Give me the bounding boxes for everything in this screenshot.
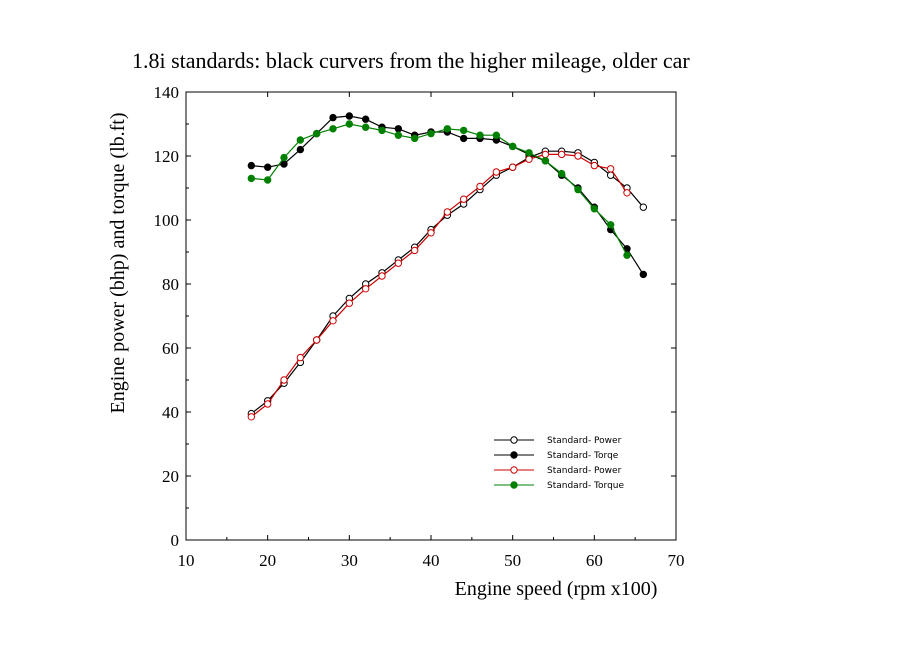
y-tick-label: 80 <box>162 275 179 294</box>
data-point <box>574 185 582 194</box>
data-point <box>361 285 370 293</box>
data-point <box>623 189 631 197</box>
data-point <box>443 208 452 216</box>
x-tick-label: 30 <box>341 551 358 570</box>
data-point <box>476 131 484 139</box>
data-point <box>296 353 305 362</box>
x-axis: 10 20 30 40 50 60 70 <box>178 92 685 570</box>
data-point <box>263 176 272 184</box>
data-point <box>492 131 501 139</box>
data-point <box>443 125 452 133</box>
y-tick-label: 140 <box>154 83 180 102</box>
series-3 <box>247 150 631 421</box>
x-tick-label: 60 <box>586 551 603 570</box>
data-point <box>590 205 599 213</box>
data-point <box>329 317 337 325</box>
series-4 <box>247 120 631 259</box>
data-point <box>410 134 419 143</box>
data-point <box>247 161 256 170</box>
data-point <box>459 134 468 143</box>
y-tick-label: 20 <box>162 467 179 486</box>
data-point <box>606 221 615 229</box>
data-point <box>525 155 533 163</box>
legend-label: Standard- Torque <box>547 481 624 491</box>
data-point <box>459 126 468 135</box>
y-tick-label: 40 <box>162 403 179 422</box>
legend-swatch-marker <box>510 451 518 459</box>
y-tick-label: 0 <box>171 531 180 550</box>
data-point <box>541 150 550 159</box>
data-point <box>345 120 354 128</box>
data-point <box>525 149 533 157</box>
data-point <box>557 169 566 178</box>
legend-label: Standard- Torqe <box>547 451 619 461</box>
legend-label: Standard- Power <box>547 466 622 476</box>
legend-label: Standard- Power <box>547 436 622 446</box>
series-line <box>250 153 628 418</box>
y-tick-label: 120 <box>154 147 180 166</box>
series-layer <box>247 112 648 421</box>
data-point <box>639 203 648 211</box>
data-point <box>574 152 582 160</box>
data-point <box>280 160 288 168</box>
legend-swatch-marker <box>510 436 518 444</box>
data-point <box>541 157 550 165</box>
y-tick-label: 100 <box>154 211 180 230</box>
x-tick-label: 70 <box>668 551 685 570</box>
data-point <box>345 112 354 120</box>
x-axis-label: Engine speed (rpm x100) <box>455 578 658 600</box>
data-point <box>361 115 370 123</box>
data-point <box>508 163 517 171</box>
data-point <box>557 150 566 159</box>
data-point <box>476 182 484 191</box>
data-point <box>459 195 468 203</box>
y-axis-label: Engine power (bhp) and torque (lb.ft) <box>107 112 129 413</box>
data-point <box>361 123 370 131</box>
data-point <box>378 126 386 135</box>
data-point <box>623 251 631 259</box>
data-point <box>606 165 615 173</box>
data-point <box>247 413 256 421</box>
y-axis: 0 20 40 60 80 100 120 140 <box>154 83 676 550</box>
legend: Standard- Power Standard- Torqe Standard- … <box>494 436 624 491</box>
data-point <box>329 113 337 122</box>
data-point <box>394 259 403 267</box>
series-line <box>251 123 628 256</box>
data-point <box>263 400 272 408</box>
data-point <box>378 272 386 280</box>
data-point <box>427 129 435 138</box>
data-point <box>427 229 435 237</box>
data-point <box>263 163 272 171</box>
legend-swatch-marker <box>510 466 518 474</box>
series-1 <box>247 147 648 418</box>
data-point <box>296 136 305 144</box>
data-point <box>329 125 337 133</box>
x-tick-label: 20 <box>259 551 276 570</box>
data-point <box>508 142 517 151</box>
x-tick-label: 50 <box>504 551 521 570</box>
chart-title: 1.8i standards: black curvers from the h… <box>132 48 690 73</box>
data-point <box>492 168 501 176</box>
data-point <box>345 299 354 307</box>
data-point <box>247 174 256 183</box>
data-point <box>639 270 648 279</box>
data-point <box>280 376 288 384</box>
y-tick-label: 60 <box>162 339 179 358</box>
legend-swatch-marker <box>510 481 518 489</box>
data-point <box>394 131 403 139</box>
x-tick-label: 10 <box>178 551 195 570</box>
data-point <box>410 246 419 255</box>
x-tick-label: 40 <box>423 551 440 570</box>
data-point <box>312 336 321 344</box>
data-point <box>590 161 599 170</box>
data-point <box>296 145 305 154</box>
series-line <box>250 150 644 415</box>
data-point <box>394 125 403 133</box>
data-point <box>280 153 288 162</box>
data-point <box>312 129 321 138</box>
series-line <box>251 115 644 275</box>
